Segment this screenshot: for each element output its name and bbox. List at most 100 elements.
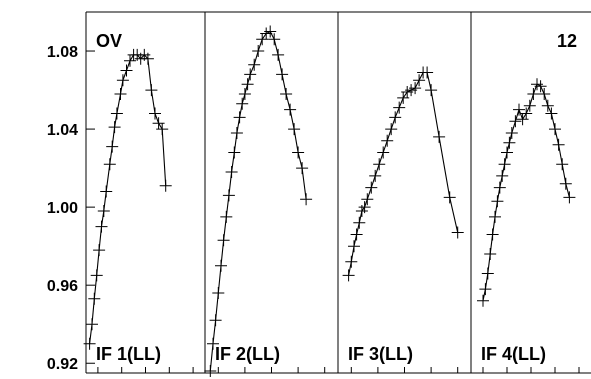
data-point <box>272 48 285 61</box>
data-point <box>156 123 169 136</box>
data-point <box>443 191 456 204</box>
data-point <box>276 68 289 81</box>
data-point <box>385 123 398 136</box>
data-point <box>451 226 464 239</box>
data-point <box>106 140 119 153</box>
data-point <box>103 158 116 171</box>
data-point <box>421 66 434 79</box>
data-point <box>228 146 241 159</box>
data-point <box>212 287 225 299</box>
data-point <box>159 179 172 192</box>
data-point <box>361 193 374 206</box>
data-point <box>493 181 506 194</box>
data-point <box>503 136 516 149</box>
data-point <box>545 107 558 120</box>
data-point <box>491 195 504 208</box>
data-point <box>541 99 554 112</box>
data-point <box>563 191 576 204</box>
data-point <box>95 220 108 233</box>
data-point <box>358 201 371 214</box>
data-point <box>353 216 366 229</box>
data-point <box>481 267 494 280</box>
data-point <box>215 259 227 272</box>
data-point <box>552 138 565 151</box>
data-point <box>280 88 293 100</box>
data-point <box>292 146 305 159</box>
series-line <box>209 30 307 372</box>
panel-label: IF 4(LL) <box>481 344 546 364</box>
panel: IF 2(LL) <box>204 25 326 377</box>
panel-label: IF 2(LL) <box>215 344 280 364</box>
data-point <box>141 52 154 65</box>
chart-frame <box>85 11 591 374</box>
data-point <box>248 58 261 71</box>
data-point <box>225 166 238 178</box>
chart-panels: IF 1(LL) IF 2(LL) IF 3(LL) IF 4(LL) <box>83 25 580 377</box>
data-point <box>520 107 533 120</box>
data-point <box>425 84 438 97</box>
data-point <box>149 107 161 120</box>
data-point <box>489 210 501 223</box>
data-point <box>534 80 547 93</box>
data-point <box>108 121 121 134</box>
data-point <box>393 101 406 114</box>
data-point <box>509 115 522 128</box>
data-point <box>538 88 551 100</box>
y-tick-label: 1.00 <box>47 200 78 217</box>
y-tick-label: 0.92 <box>47 356 78 373</box>
data-point <box>124 54 136 67</box>
data-point <box>505 127 518 139</box>
y-tick-label: 1.08 <box>47 44 78 61</box>
data-point <box>381 134 394 147</box>
data-point <box>288 123 301 136</box>
data-point <box>97 205 110 217</box>
data-point <box>389 111 402 124</box>
data-point <box>207 337 219 350</box>
panel: IF 3(LL) <box>342 66 464 373</box>
data-point <box>93 244 106 257</box>
data-point <box>348 240 360 253</box>
data-point <box>86 318 98 331</box>
data-point <box>559 177 572 190</box>
data-point <box>116 74 129 87</box>
data-point <box>527 88 540 100</box>
data-point <box>549 123 561 136</box>
data-point <box>498 158 511 171</box>
panel-label: IF 1(LL) <box>96 344 161 364</box>
data-point <box>209 314 222 327</box>
data-point <box>477 294 489 307</box>
data-point <box>479 283 492 296</box>
data-point <box>345 255 358 268</box>
data-point <box>145 84 158 97</box>
data-point <box>236 97 249 110</box>
data-point <box>222 189 235 202</box>
data-point <box>90 269 103 282</box>
data-point <box>556 158 569 171</box>
data-point <box>88 292 101 305</box>
data-point <box>284 103 297 116</box>
data-point <box>433 130 446 143</box>
panel: IF 4(LL) <box>477 78 580 373</box>
data-point <box>501 146 513 159</box>
data-point <box>496 169 509 182</box>
data-point <box>300 193 313 206</box>
data-point <box>220 210 233 223</box>
data-point <box>204 365 217 377</box>
data-point <box>100 185 113 198</box>
data-point <box>409 82 422 95</box>
data-point <box>252 45 265 57</box>
data-point <box>486 228 499 241</box>
data-point <box>110 107 123 120</box>
data-point <box>238 88 251 100</box>
data-point <box>268 33 281 46</box>
data-point <box>373 158 386 171</box>
data-point <box>296 162 309 175</box>
y-tick-label: 1.04 <box>47 122 78 139</box>
data-point <box>377 146 390 159</box>
y-axis: 0.92 0.96 1.00 1.04 1.08 <box>47 44 95 373</box>
data-point <box>484 248 497 260</box>
data-point <box>230 127 243 139</box>
source-label: OV <box>96 31 122 51</box>
series-line <box>89 54 167 344</box>
data-point <box>217 234 230 247</box>
